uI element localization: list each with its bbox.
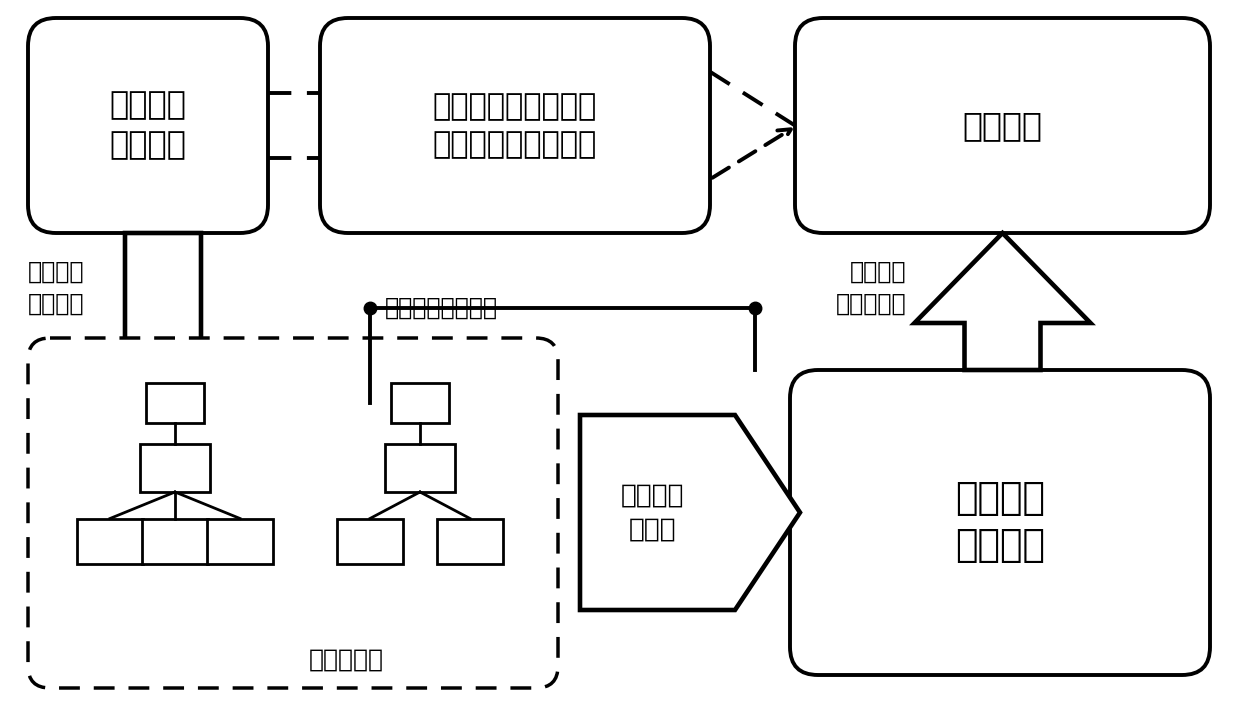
Text: 稀疏网络
剪枝算法: 稀疏网络 剪枝算法 — [29, 260, 84, 316]
FancyBboxPatch shape — [795, 18, 1210, 233]
Text: 稀疏子网络: 稀疏子网络 — [309, 648, 383, 672]
Bar — [77, 518, 143, 563]
FancyBboxPatch shape — [29, 338, 558, 688]
Text: 基于稀疏网络迁移的
植株病虫害识别方法: 基于稀疏网络迁移的 植株病虫害识别方法 — [433, 92, 598, 159]
Bar — [143, 518, 208, 563]
Bar — [436, 518, 503, 563]
Text: 原始稠密
神经网络: 原始稠密 神经网络 — [109, 90, 186, 161]
FancyBboxPatch shape — [29, 18, 268, 233]
Polygon shape — [915, 233, 1090, 370]
Bar — [146, 383, 205, 423]
Bar — [384, 444, 455, 492]
Text: 微调网络
最优化表现: 微调网络 最优化表现 — [836, 260, 906, 316]
Polygon shape — [580, 415, 800, 610]
Text: 目标任务: 目标任务 — [962, 109, 1043, 142]
Bar — [391, 383, 449, 423]
FancyBboxPatch shape — [320, 18, 711, 233]
Bar — [140, 444, 210, 492]
Bar — [207, 518, 273, 563]
Text: 稀疏深度迁移学习: 稀疏深度迁移学习 — [384, 296, 498, 320]
Polygon shape — [81, 233, 246, 460]
Bar — [337, 518, 403, 563]
Text: 稀疏网络
深度迁移: 稀疏网络 深度迁移 — [955, 481, 1045, 564]
Text: 筛选最优
子网络: 筛选最优 子网络 — [621, 483, 684, 543]
FancyBboxPatch shape — [790, 370, 1210, 675]
